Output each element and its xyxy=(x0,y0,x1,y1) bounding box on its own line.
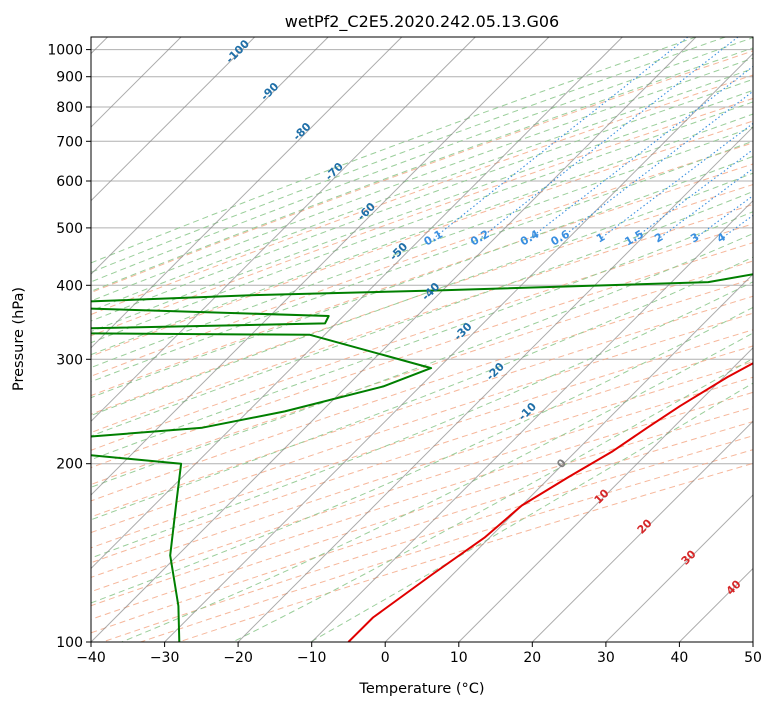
y-tick-label: 300 xyxy=(56,352,83,368)
moist-adiabat xyxy=(91,78,753,322)
y-axis: 100 200 300 400 500 600 700 800 900 1000 xyxy=(47,43,91,651)
x-tick-label: 20 xyxy=(523,650,541,666)
profile-lines xyxy=(91,273,753,642)
x-tick-label: 30 xyxy=(597,650,615,666)
y-tick-label: 700 xyxy=(56,134,83,150)
moist-adiabat xyxy=(91,68,753,312)
x-tick-label: −10 xyxy=(297,650,327,666)
y-tick-label: 500 xyxy=(56,221,83,237)
isotherm xyxy=(91,37,403,349)
dewpoint-line xyxy=(91,273,753,642)
mixing-ratio-line xyxy=(479,37,739,239)
mixing-ratio-lines xyxy=(433,37,753,239)
moist-adiabat xyxy=(91,37,697,264)
chart-title: wetPf2_C2E5.2020.242.05.13.G06 xyxy=(285,12,559,32)
isotherms xyxy=(91,37,753,642)
moist-adiabat xyxy=(91,306,753,604)
dry-adiabat xyxy=(91,361,753,578)
isotherm xyxy=(384,273,753,642)
x-tick-label: −30 xyxy=(150,650,180,666)
x-tick-label: 40 xyxy=(670,650,688,666)
pressure-gridlines xyxy=(91,49,753,642)
dry-adiabat xyxy=(91,163,753,397)
dry-adiabat xyxy=(91,50,753,294)
dry-adiabat xyxy=(91,142,753,377)
y-tick-label: 800 xyxy=(56,100,83,116)
moist-adiabat xyxy=(91,57,753,302)
dry-adiabat xyxy=(91,184,753,415)
isotherm xyxy=(91,37,476,423)
isotherm xyxy=(311,199,753,642)
y-tick-label: 200 xyxy=(56,457,83,473)
moist-adiabat xyxy=(91,47,753,292)
dry-adiabat xyxy=(91,278,753,502)
isotherm xyxy=(458,347,753,642)
moist-adiabat xyxy=(91,172,753,416)
y-tick-label: 100 xyxy=(56,635,83,651)
isotherm xyxy=(91,37,256,202)
moist-adiabats xyxy=(91,37,753,642)
moist-adiabat xyxy=(91,140,753,383)
moist-adiabat xyxy=(91,89,753,333)
dry-adiabat xyxy=(91,97,753,337)
x-axis: −40 −30 −20 −10 0 10 20 30 40 50 xyxy=(76,642,762,666)
x-tick-label: −40 xyxy=(76,650,106,666)
dry-adiabat xyxy=(91,223,753,451)
temperature-line xyxy=(347,362,753,642)
plot-frame xyxy=(90,36,754,643)
y-tick-label: 1000 xyxy=(47,43,83,59)
isotherm xyxy=(91,37,623,570)
isotherm xyxy=(531,420,753,642)
y-axis-title: Pressure (hPa) xyxy=(11,287,27,391)
isotherm xyxy=(164,52,753,642)
x-axis-title: Temperature (°C) xyxy=(358,681,484,697)
isotherm xyxy=(91,37,550,496)
moist-adiabat xyxy=(121,332,753,642)
x-tick-label: −20 xyxy=(223,650,253,666)
moist-adiabat xyxy=(91,155,753,399)
y-tick-label: 600 xyxy=(56,174,83,190)
x-tick-label: 10 xyxy=(450,650,468,666)
dry-adiabat xyxy=(91,242,753,469)
y-tick-label: 400 xyxy=(56,278,83,294)
moist-adiabat xyxy=(91,101,753,344)
y-tick-label: 900 xyxy=(56,70,83,86)
isotherm xyxy=(605,494,753,642)
mixing-ratio-line xyxy=(658,167,753,239)
isotherm xyxy=(237,126,753,642)
isotherm xyxy=(91,37,329,275)
moist-adiabat xyxy=(310,382,753,642)
dry-adiabat xyxy=(91,74,753,316)
isotherm xyxy=(91,37,697,642)
dry-adiabat xyxy=(91,329,753,549)
moist-adiabat xyxy=(91,190,753,437)
plot-area: -100-90-80-70-60-50-40-30-20-10 0.1 0.2 0.… xyxy=(91,37,753,642)
x-tick-label: 0 xyxy=(381,650,390,666)
x-tick-label: 50 xyxy=(744,650,762,666)
moist-adiabat xyxy=(91,113,753,356)
moist-adiabat xyxy=(91,37,726,273)
